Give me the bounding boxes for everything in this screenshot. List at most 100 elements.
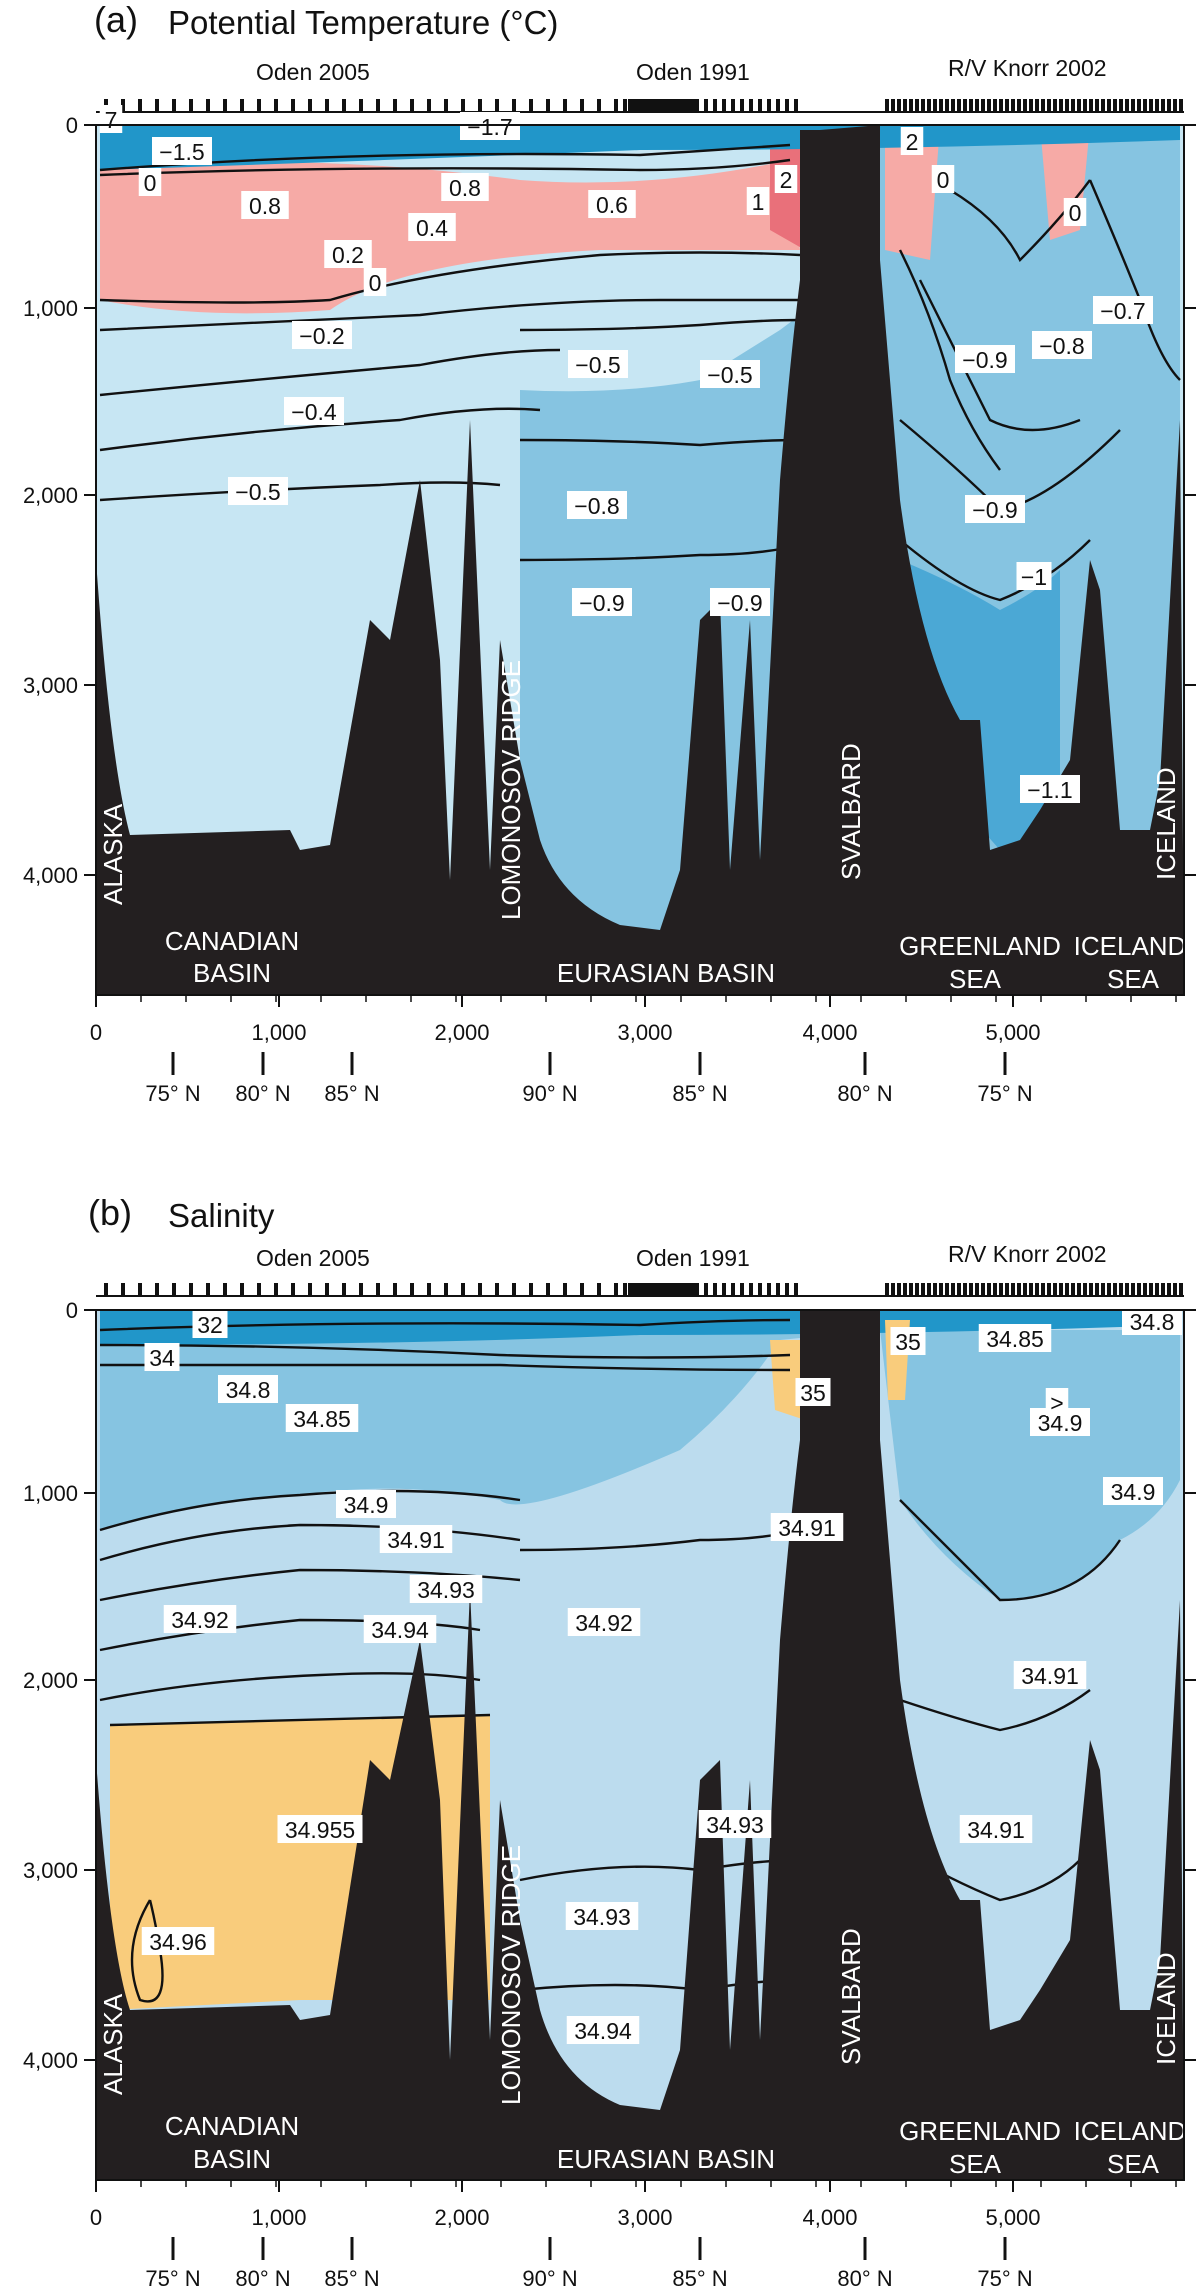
station-marker [512,99,516,112]
contour-label-text: 0.8 [249,193,281,219]
station-marker [628,1283,698,1296]
geo-label-basin: BASIN [193,958,271,988]
station-marker [1101,1283,1105,1296]
station-marker [1125,99,1129,112]
station-marker [291,99,295,112]
contour-label-text: −0.8 [574,493,619,519]
contour-label-text: −0.5 [235,479,280,505]
distance-tick-label: 3,000 [617,1020,672,1045]
station-marker [1089,1283,1093,1296]
contour-label-box [285,1404,359,1432]
contour-label: 34.92 [163,1605,237,1633]
contour-label-box [141,1927,215,1955]
station-marker [478,1283,482,1296]
station-marker [1173,99,1177,112]
station-marker [427,1283,431,1296]
station-marker [580,99,584,112]
station-marker [1179,99,1183,112]
station-marker [981,1283,985,1296]
station-marker [1155,1283,1159,1296]
station-marker [776,1283,780,1296]
station-marker [597,99,601,112]
station-marker [767,1283,771,1296]
station-marker [138,99,142,112]
station-marker [308,1283,312,1296]
cruise-label: Oden 1991 [636,59,750,85]
station-marker [1071,1283,1075,1296]
contour-label-text: 0.8 [449,175,481,201]
station-marker [376,1283,380,1296]
contour-label-box [567,1608,641,1636]
contour-label: −1.5 [152,137,212,165]
station-marker [1077,99,1081,112]
station-marker [891,1283,895,1296]
station-marker [410,1283,414,1296]
station-marker [359,1283,363,1296]
contour-label: > [1045,1388,1069,1416]
contour-label: −0.5 [228,477,288,505]
station-marker [410,99,414,112]
station-marker [1095,1283,1099,1296]
station-marker [1029,1283,1033,1296]
distance-tick-label: 3,000 [617,2205,672,2230]
geo-label-sea: SEA [949,964,1002,994]
station-marker [1005,1283,1009,1296]
contour-label-box [152,137,212,165]
latitude-tick-label: 75° N [145,1081,200,1106]
contour-label-text: 34.96 [149,1929,207,1955]
contour-label: 2 [774,165,798,193]
plot-frame [95,124,1185,996]
station-marker [794,99,798,112]
plot-frame [95,1309,1185,2181]
station-marker [546,99,550,112]
contour-label-text: 34.93 [573,1904,631,1930]
contour-label: 34.91 [770,1513,844,1541]
contour-label: 0 [363,268,387,296]
contour-label-box [138,168,162,196]
station-marker [393,99,397,112]
station-marker [975,1283,979,1296]
contour-label-text: 34.9 [1111,1479,1156,1505]
station-marker [921,99,925,112]
contour-label-box [192,1310,228,1338]
distance-tick-label: 1,000 [251,2205,306,2230]
station-marker [597,1283,601,1296]
depth-tick-label: 3,000 [23,1858,78,1883]
contour-label-box [965,495,1025,523]
station-marker [1113,1283,1117,1296]
station-marker [240,99,244,112]
station-marker [981,99,985,112]
station-marker [342,99,346,112]
latitude-tick-label: 80° N [837,1081,892,1106]
cruise-label: Oden 2005 [256,1245,370,1271]
contour-label-text: 0 [937,167,950,193]
station-marker [325,1283,329,1296]
station-marker [155,99,159,112]
contour-label: 7 [99,105,123,133]
geo-label-basin: BASIN [193,2144,271,2174]
contour-label: −0.4 [284,397,344,425]
station-marker [172,1283,176,1296]
station-marker [1137,99,1141,112]
contour-label-box [228,477,288,505]
station-marker [1125,1283,1129,1296]
contour-label-box [241,191,289,219]
contour-label-box [566,2016,640,2044]
station-marker [274,1283,278,1296]
depth-tick-label: 2,000 [23,483,78,508]
contour-label-box [698,1810,772,1838]
contour-label-box [795,1378,831,1406]
contour-label-text: 35 [800,1380,826,1406]
station-marker [563,1283,567,1296]
geo-label-greenland: GREENLAND [899,2116,1061,2146]
contour-label: −0.7 [1093,296,1153,324]
station-marker [444,99,448,112]
station-marker [1131,99,1135,112]
panel-title: Potential Temperature (°C) [168,4,558,41]
station-marker [223,1283,227,1296]
station-marker [885,99,889,112]
contour-label-box [1020,775,1080,803]
station-marker-bar [96,1283,1184,1297]
distance-tick-label: 2,000 [434,1020,489,1045]
